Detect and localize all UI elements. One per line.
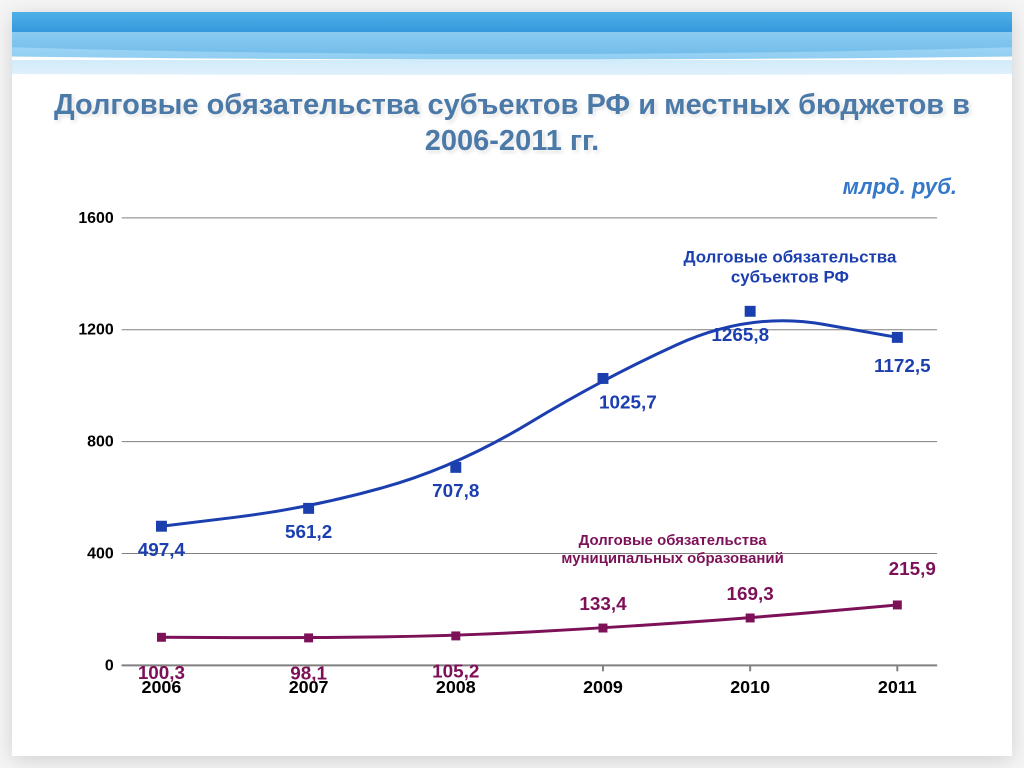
svg-text:1600: 1600 bbox=[78, 210, 114, 227]
svg-text:400: 400 bbox=[87, 545, 114, 562]
svg-text:муниципальных образований: муниципальных образований bbox=[561, 551, 783, 567]
svg-text:Долговые обязательства: Долговые обязательства bbox=[579, 533, 768, 549]
svg-text:169,3: 169,3 bbox=[727, 584, 774, 605]
svg-text:105,2: 105,2 bbox=[432, 662, 479, 683]
title-text: Долговые обязательства субъектов РФ и ме… bbox=[52, 87, 972, 160]
svg-text:707,8: 707,8 bbox=[432, 481, 479, 502]
svg-text:800: 800 bbox=[87, 434, 114, 451]
svg-text:0: 0 bbox=[105, 657, 114, 674]
svg-text:1172,5: 1172,5 bbox=[874, 356, 931, 377]
svg-text:100,3: 100,3 bbox=[138, 663, 185, 684]
svg-text:133,4: 133,4 bbox=[579, 594, 627, 615]
slide-title: Долговые обязательства субъектов РФ и ме… bbox=[12, 87, 1012, 160]
svg-text:Долговые обязательства: Долговые обязательства bbox=[684, 248, 897, 267]
svg-text:2011: 2011 bbox=[878, 677, 917, 697]
slide: Долговые обязательства субъектов РФ и ме… bbox=[12, 12, 1012, 756]
line-chart: 0400800120016002006200720082009201020111… bbox=[62, 207, 957, 706]
svg-text:1025,7: 1025,7 bbox=[599, 392, 657, 413]
svg-text:98,1: 98,1 bbox=[290, 664, 327, 685]
svg-text:497,4: 497,4 bbox=[138, 540, 186, 561]
svg-text:215,9: 215,9 bbox=[889, 559, 936, 580]
svg-text:1200: 1200 bbox=[78, 322, 114, 339]
svg-text:2009: 2009 bbox=[583, 677, 623, 697]
svg-text:2010: 2010 bbox=[730, 677, 770, 697]
chart-svg: 0400800120016002006200720082009201020111… bbox=[62, 207, 957, 706]
wave-bottom-strip bbox=[12, 60, 1012, 90]
svg-text:субъектов РФ: субъектов РФ bbox=[731, 267, 849, 286]
svg-text:561,2: 561,2 bbox=[285, 522, 332, 543]
svg-text:1265,8: 1265,8 bbox=[711, 325, 769, 346]
unit-label: млрд. руб. bbox=[843, 174, 957, 200]
